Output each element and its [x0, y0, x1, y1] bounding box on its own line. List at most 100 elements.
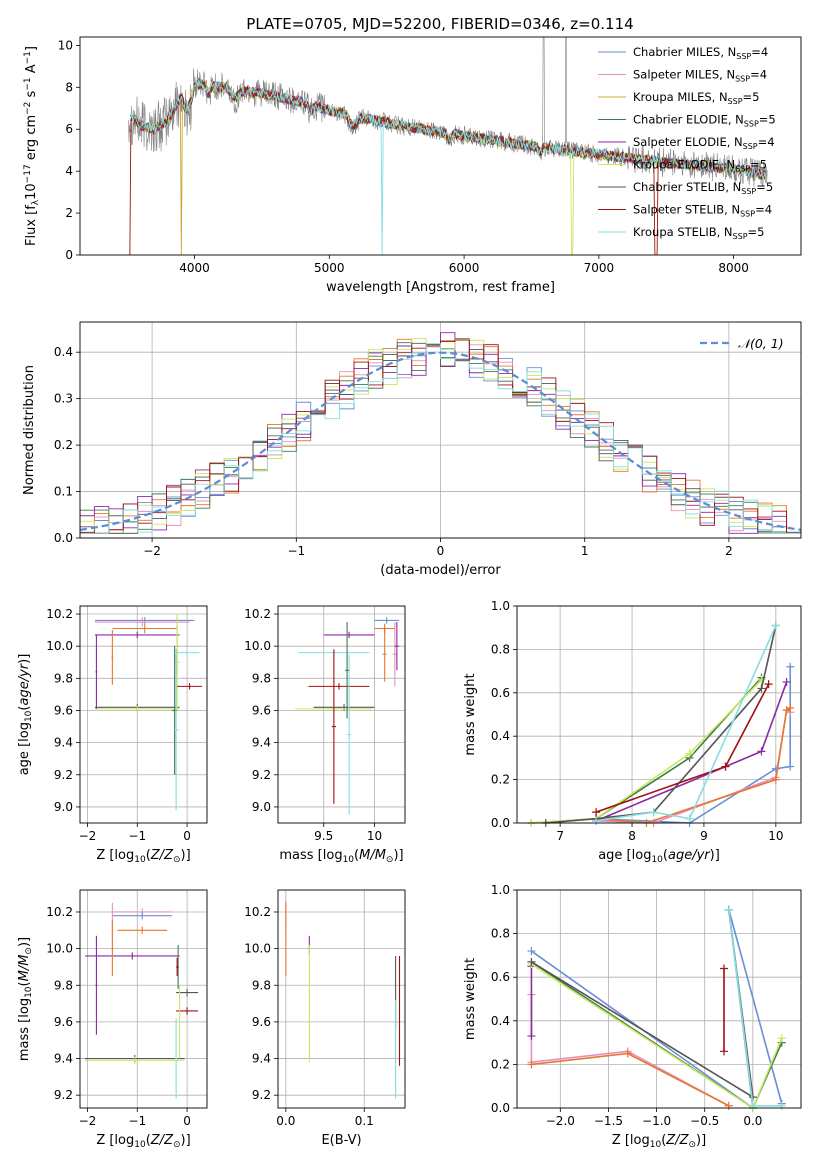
legend-label: Chabrier ELODIE, NSSP=5 — [633, 113, 776, 129]
x-tick-label: −1 — [128, 1114, 146, 1128]
weight-series — [595, 681, 788, 822]
weight-point — [782, 677, 791, 686]
y-tick-label: 10.0 — [244, 942, 271, 956]
weight-series — [531, 1052, 730, 1107]
y-tick-label: 9.8 — [252, 978, 271, 992]
x-tick-label: 10 — [768, 829, 783, 843]
y-tick-label: 0.4 — [54, 345, 73, 359]
y-tick-label: 10.2 — [46, 905, 73, 919]
y-tick-label: 1.0 — [491, 599, 510, 613]
weight-point — [649, 808, 658, 817]
legend-label: 𝒩(0, 1) — [738, 336, 784, 351]
weight-point — [757, 684, 766, 693]
x-tick-label: 0.1 — [355, 1114, 374, 1128]
weight-series — [531, 963, 783, 1108]
panel-mass_vs_Z: −2 −1 0 9.2 9.4 9.6 9.8 10.0 10.2 Z [log10(Z/Z⊙)]… — [17, 889, 208, 1150]
x-tick-label: 2 — [725, 544, 733, 558]
model-spectrum — [129, 79, 767, 255]
weight-point — [764, 680, 773, 689]
weight-point — [685, 814, 694, 823]
legend-label: Salpeter ELODIE, NSSP=4 — [633, 135, 775, 151]
x-tick-label: 7000 — [584, 261, 615, 275]
x-tick-label: 8000 — [718, 261, 749, 275]
x-axis-label: wavelength [Angstrom, rest frame] — [326, 280, 555, 295]
x-tick-label: 4000 — [179, 261, 210, 275]
weight-point — [757, 747, 766, 756]
y-tick-label: 9.4 — [252, 1052, 271, 1066]
y-tick-label: 0.8 — [491, 927, 510, 941]
weight-point — [527, 947, 536, 956]
x-axis-label: (data-model)/error — [380, 563, 501, 578]
weight-series — [531, 677, 763, 823]
axes-frame — [79, 321, 802, 539]
legend-label: Chabrier MILES, NSSP=4 — [633, 45, 768, 61]
weight-point — [527, 1032, 536, 1041]
y-axis-label: age [log10(age/yr)] — [17, 654, 34, 776]
x-tick-label: 7 — [556, 829, 564, 843]
x-axis-label: age [log10(age/yr)] — [598, 848, 720, 865]
histogram-step — [80, 343, 801, 538]
panel-mass_vs_EBV: 0.0 0.1 9.2 9.4 9.6 9.8 10.0 10.2 E(B-V) — [244, 889, 406, 1148]
x-tick-label: 10 — [367, 829, 382, 843]
y-tick-label: 10.0 — [46, 942, 73, 956]
weight-series — [531, 909, 754, 1099]
x-tick-label: 8 — [628, 829, 636, 843]
y-axis-label: Flux [fλ10−17 erg cm−2 s−1 A−1] — [23, 46, 41, 246]
y-tick-label: 0.4 — [491, 729, 510, 743]
legend-label: Salpeter MILES, NSSP=4 — [633, 68, 767, 84]
axes-frame — [516, 889, 802, 1109]
x-tick-label: −0.5 — [690, 1114, 719, 1128]
x-tick-label: 6000 — [449, 261, 480, 275]
weight-point — [777, 1034, 786, 1043]
y-tick-label: 9.6 — [252, 1015, 271, 1029]
weight-point — [724, 905, 733, 914]
weight-point — [786, 662, 795, 671]
axes-frame — [516, 605, 802, 824]
x-tick-label: −1.5 — [594, 1114, 623, 1128]
axes-frame — [79, 36, 802, 256]
weight-point — [771, 764, 780, 773]
y-tick-label: 0 — [65, 248, 73, 262]
y-axis-label: mass weight — [463, 673, 478, 755]
y-tick-label: 0.6 — [491, 686, 510, 700]
x-tick-label: −2.0 — [546, 1114, 575, 1128]
x-tick-label: 9.5 — [314, 829, 333, 843]
weight-series — [596, 707, 791, 823]
y-tick-label: 9.0 — [54, 800, 73, 814]
x-axis-label: Z [log10(Z/Z⊙)] — [612, 1133, 706, 1150]
weight-series — [530, 994, 730, 1107]
panel-age_vs_mass: 9.5 10 9.0 9.2 9.4 9.6 9.8 10.0 10.2 mass [log10(… — [244, 605, 406, 865]
gaussian-reference — [79, 351, 802, 531]
y-tick-label: 9.8 — [54, 978, 73, 992]
axes-frame — [277, 605, 406, 824]
y-tick-label: 10.0 — [46, 639, 73, 653]
axes-frame — [79, 889, 208, 1109]
panel-massweight_vs_age: 7 8 9 10 0.0 0.2 0.4 0.6 0.8 1.0 age [log10(age/yr… — [463, 599, 802, 865]
weight-point — [719, 964, 728, 973]
y-tick-label: 4 — [65, 164, 73, 178]
x-tick-label: 0 — [437, 544, 445, 558]
y-tick-label: 0.2 — [491, 773, 510, 787]
x-tick-label: −2 — [79, 1114, 97, 1128]
legend-label: Kroupa ELODIE, NSSP=5 — [633, 158, 767, 174]
weight-point — [786, 703, 795, 712]
weight-point — [527, 957, 536, 966]
y-tick-label: 9.2 — [252, 1088, 271, 1102]
y-tick-label: 9.8 — [252, 671, 271, 685]
x-tick-label: 0.0 — [743, 1114, 762, 1128]
y-tick-label: 0.4 — [491, 1014, 510, 1028]
panel-spectrum: 4000 5000 6000 7000 8000 0 2 4 6 8 10 Chabrier MILE… — [23, 36, 802, 295]
weight-point — [719, 1047, 728, 1056]
y-tick-label: 0.2 — [491, 1057, 510, 1071]
legend-label: Chabrier STELIB, NSSP=5 — [633, 180, 773, 196]
axes-frame — [79, 605, 208, 824]
y-tick-label: 0.2 — [54, 438, 73, 452]
panel-massweight_vs_Z: −2.0 −1.5 −1.0 −0.5 0.0 0.0 0.2 0.4 0.6 0.8 1.0 Z [… — [463, 883, 802, 1150]
panel-residuals: −2 −1 0 1 2 0.0 0.1 0.2 0.3 0.4 𝒩(0, 1) (data-model… — [22, 321, 802, 578]
x-tick-label: 0 — [183, 829, 191, 843]
y-axis-label: mass [log10(M/M⊙)] — [17, 937, 34, 1061]
weight-point — [771, 775, 780, 784]
x-tick-label: 1 — [581, 544, 589, 558]
x-axis-label: Z [log10(Z/Z⊙)] — [96, 1133, 190, 1150]
